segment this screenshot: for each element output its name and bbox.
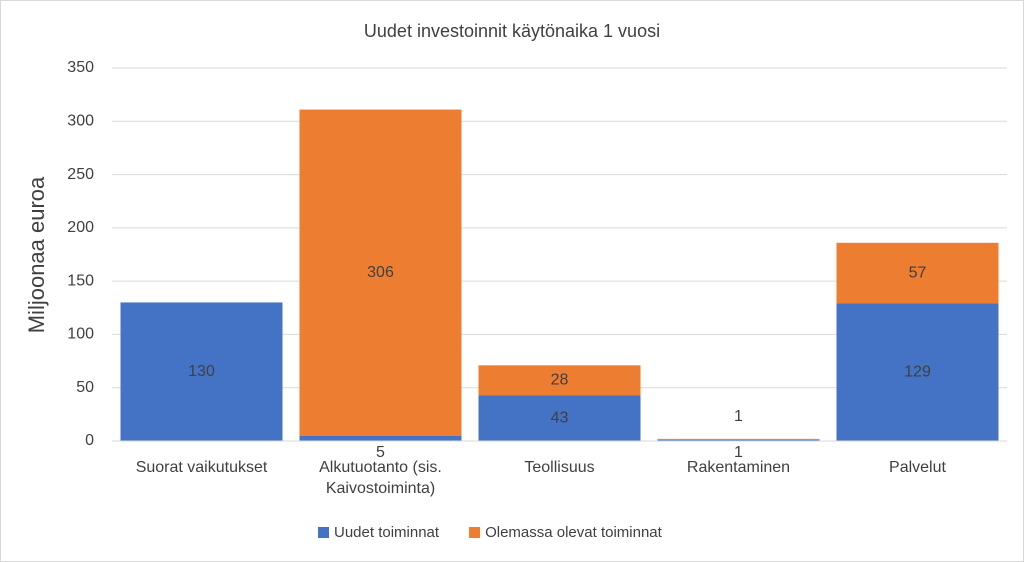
data-label: 1 — [734, 444, 743, 461]
y-tick-label: 300 — [67, 113, 94, 130]
data-label: 43 — [551, 409, 569, 426]
y-tick-label: 250 — [67, 166, 94, 183]
bar-segment — [478, 365, 641, 396]
data-label: 1 — [734, 408, 743, 425]
data-label: 28 — [551, 371, 569, 388]
x-tick-label: Suorat vaikutukset — [135, 459, 268, 476]
y-tick-label: 100 — [67, 326, 94, 343]
x-tick-label: Alkutuotanto (sis. Kaivostoiminta) — [319, 459, 442, 497]
legend-swatch — [318, 527, 329, 538]
bar-segment — [478, 395, 641, 441]
data-label: 130 — [188, 363, 215, 380]
bar-segment — [657, 439, 820, 441]
x-tick-label: Teollisuus — [524, 459, 595, 476]
bar-segment — [657, 438, 820, 440]
data-label: 5 — [376, 444, 385, 461]
data-label: 57 — [909, 264, 927, 281]
bar-segment — [299, 109, 462, 436]
x-tick-label: Palvelut — [889, 459, 946, 476]
y-tick-label: 150 — [67, 272, 94, 289]
legend-label: Uudet toiminnat — [334, 524, 440, 541]
x-tick-label: Rakentaminen — [686, 459, 791, 476]
data-label: 306 — [367, 264, 394, 281]
y-tick-label: 200 — [67, 219, 94, 236]
legend-label: Olemassa olevat toiminnat — [485, 524, 663, 541]
y-axis-label: Miljoonaa euroa — [24, 176, 49, 333]
bar-segment — [299, 435, 462, 441]
chart-title: Uudet investoinnit käytönaika 1 vuosi — [364, 21, 660, 41]
y-tick-label: 50 — [76, 379, 94, 396]
y-tick-label: 0 — [85, 432, 94, 449]
data-label: 129 — [904, 363, 931, 380]
bar-segment — [836, 303, 999, 441]
bar-segment — [120, 302, 283, 441]
bar-segment — [836, 242, 999, 304]
legend-swatch — [469, 527, 481, 538]
y-tick-label: 350 — [67, 59, 94, 76]
